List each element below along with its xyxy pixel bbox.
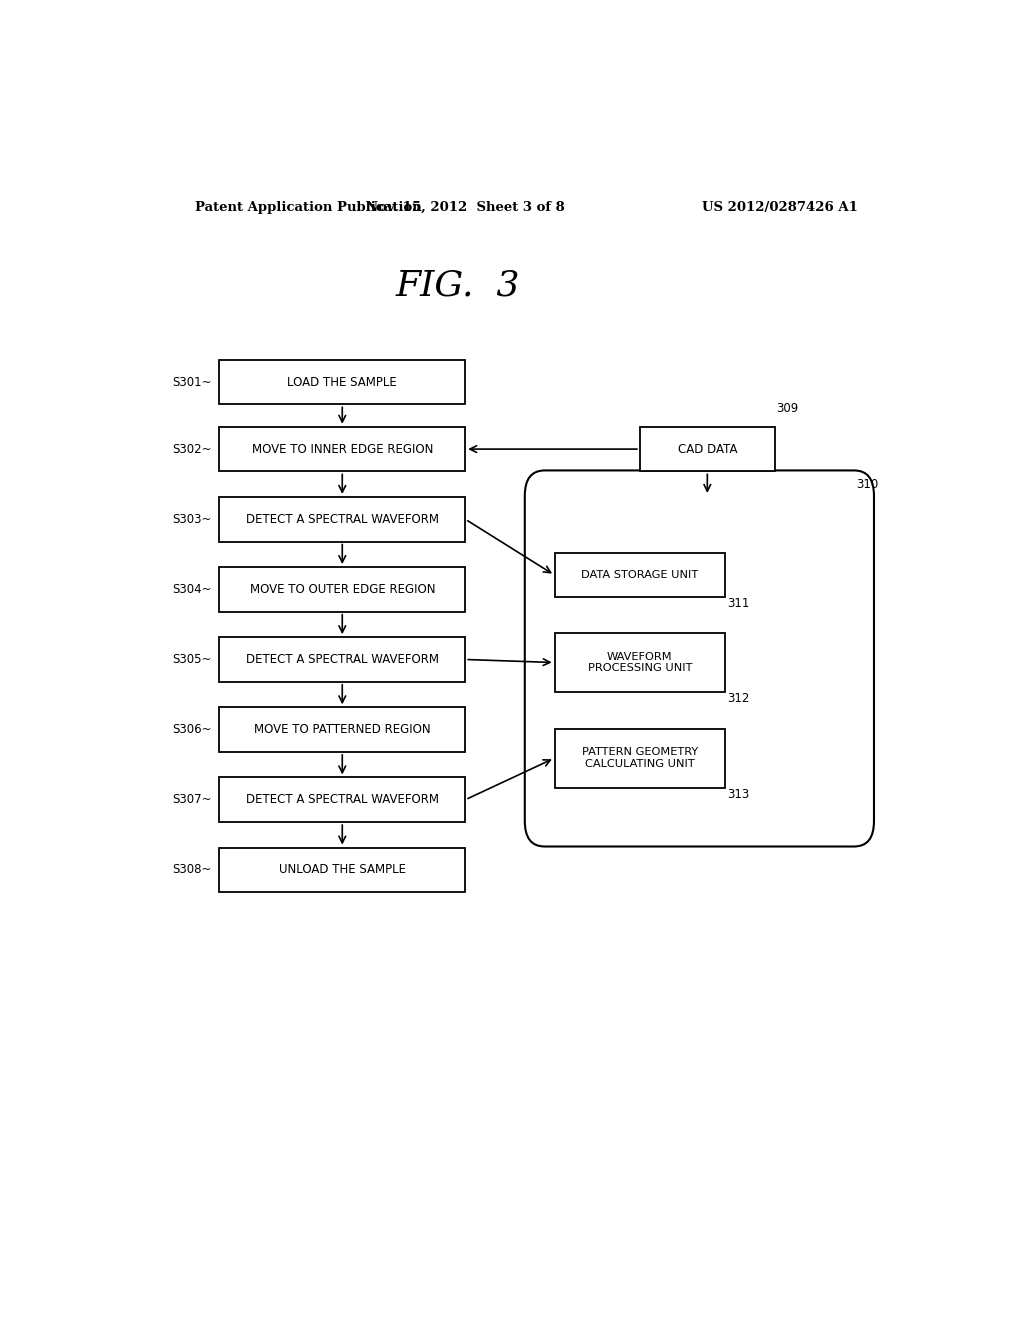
Text: S301~: S301~ bbox=[172, 375, 211, 388]
Text: DETECT A SPECTRAL WAVEFORM: DETECT A SPECTRAL WAVEFORM bbox=[246, 793, 438, 807]
Text: WAVEFORM
PROCESSING UNIT: WAVEFORM PROCESSING UNIT bbox=[588, 652, 692, 673]
FancyBboxPatch shape bbox=[555, 634, 725, 692]
Text: S304~: S304~ bbox=[172, 583, 211, 595]
Text: DETECT A SPECTRAL WAVEFORM: DETECT A SPECTRAL WAVEFORM bbox=[246, 512, 438, 525]
Text: LOAD THE SAMPLE: LOAD THE SAMPLE bbox=[288, 375, 397, 388]
FancyBboxPatch shape bbox=[219, 638, 465, 682]
Text: S305~: S305~ bbox=[172, 653, 211, 667]
Text: DATA STORAGE UNIT: DATA STORAGE UNIT bbox=[582, 570, 698, 579]
Text: 309: 309 bbox=[776, 401, 799, 414]
Text: Nov. 15, 2012  Sheet 3 of 8: Nov. 15, 2012 Sheet 3 of 8 bbox=[366, 201, 564, 214]
Text: MOVE TO INNER EDGE REGION: MOVE TO INNER EDGE REGION bbox=[252, 442, 433, 455]
Text: S308~: S308~ bbox=[172, 863, 211, 876]
FancyBboxPatch shape bbox=[219, 496, 465, 541]
Text: 311: 311 bbox=[728, 598, 750, 610]
FancyBboxPatch shape bbox=[219, 708, 465, 752]
Text: Patent Application Publication: Patent Application Publication bbox=[196, 201, 422, 214]
FancyBboxPatch shape bbox=[640, 426, 775, 471]
Text: DETECT A SPECTRAL WAVEFORM: DETECT A SPECTRAL WAVEFORM bbox=[246, 653, 438, 667]
FancyBboxPatch shape bbox=[555, 553, 725, 598]
Text: 312: 312 bbox=[728, 692, 750, 705]
Text: S302~: S302~ bbox=[172, 442, 211, 455]
Text: UNLOAD THE SAMPLE: UNLOAD THE SAMPLE bbox=[279, 863, 406, 876]
FancyBboxPatch shape bbox=[219, 847, 465, 892]
Text: MOVE TO PATTERNED REGION: MOVE TO PATTERNED REGION bbox=[254, 723, 430, 737]
Text: CAD DATA: CAD DATA bbox=[678, 442, 737, 455]
FancyBboxPatch shape bbox=[219, 359, 465, 404]
Text: S307~: S307~ bbox=[172, 793, 211, 807]
Text: US 2012/0287426 A1: US 2012/0287426 A1 bbox=[702, 201, 858, 214]
Text: PATTERN GEOMETRY
CALCULATING UNIT: PATTERN GEOMETRY CALCULATING UNIT bbox=[582, 747, 698, 768]
FancyBboxPatch shape bbox=[219, 426, 465, 471]
Text: MOVE TO OUTER EDGE REGION: MOVE TO OUTER EDGE REGION bbox=[250, 583, 435, 595]
FancyBboxPatch shape bbox=[555, 729, 725, 788]
Text: S303~: S303~ bbox=[172, 512, 211, 525]
Text: S306~: S306~ bbox=[172, 723, 211, 737]
Text: FIG.  3: FIG. 3 bbox=[395, 268, 519, 302]
FancyBboxPatch shape bbox=[219, 777, 465, 822]
FancyBboxPatch shape bbox=[524, 470, 873, 846]
Text: 313: 313 bbox=[728, 788, 750, 800]
Text: 310: 310 bbox=[856, 478, 879, 491]
FancyBboxPatch shape bbox=[219, 568, 465, 611]
